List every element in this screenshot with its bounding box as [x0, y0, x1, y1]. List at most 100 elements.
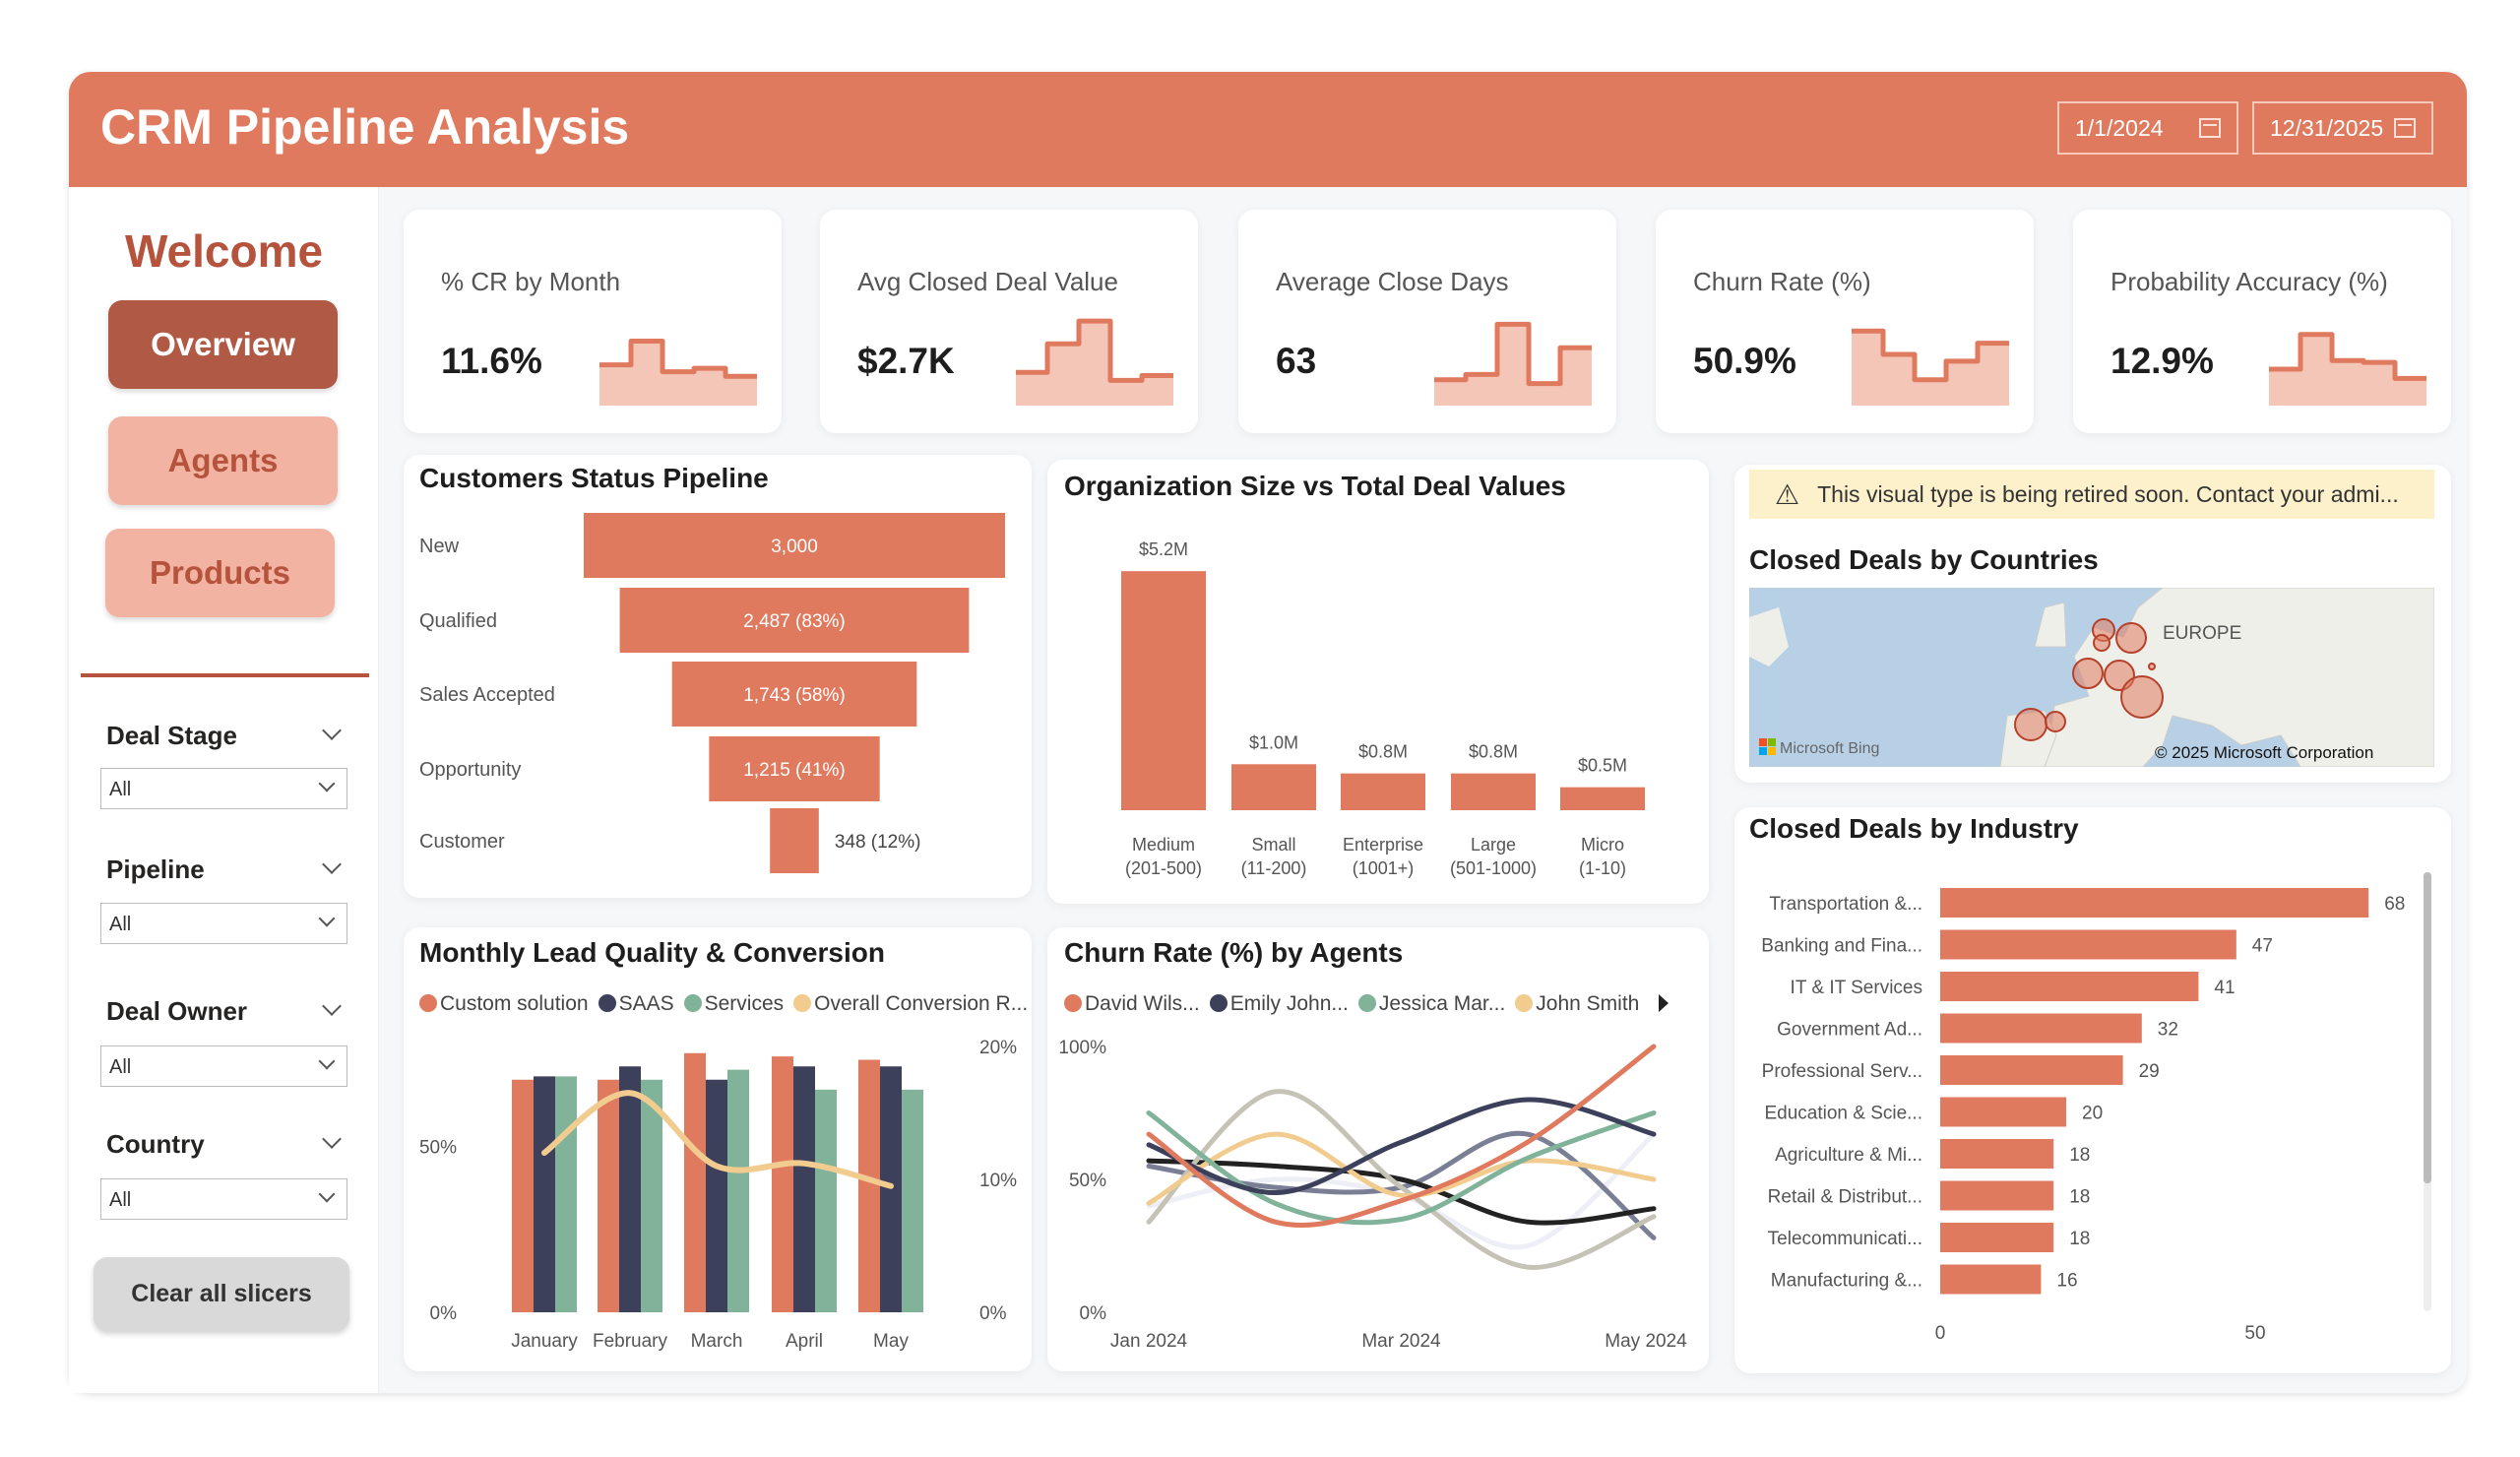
- legend-dot: [1209, 994, 1228, 1012]
- legend-item[interactable]: Jessica Mar...: [1357, 992, 1505, 1016]
- conversion-rate-line: [541, 1090, 894, 1189]
- category-label: Small: [1251, 835, 1295, 855]
- bar-saas: [706, 1079, 727, 1312]
- deal-stage-dropdown[interactable]: All: [100, 768, 347, 809]
- funnel-value-label: 1,743 (58%): [743, 685, 846, 706]
- industry-bar: [1940, 1264, 2042, 1295]
- end-date-picker[interactable]: 12/31/2025: [2252, 101, 2433, 155]
- agent-churn-line: [1146, 1110, 1657, 1226]
- bar-services: [902, 1089, 923, 1312]
- legend-label: Overall Conversion R...: [814, 992, 1029, 1015]
- country-bubble: [2148, 663, 2156, 670]
- map-land-greenland: [1749, 607, 1789, 666]
- legend-item[interactable]: Custom solution: [419, 992, 589, 1016]
- chevron-down-icon: [318, 1185, 336, 1203]
- deal-owner-dropdown[interactable]: All: [100, 1045, 347, 1087]
- bar-saas: [619, 1066, 641, 1312]
- pipeline-dropdown[interactable]: All: [100, 903, 347, 944]
- warning-text: This visual type is being retired soon. …: [1817, 480, 2399, 507]
- org-size-bar: [1231, 764, 1316, 810]
- kpi-value: 63: [1276, 341, 1317, 381]
- scrollbar-thumb[interactable]: [2424, 872, 2431, 1183]
- legend-item[interactable]: John Smith: [1515, 992, 1639, 1016]
- legend-dot: [598, 994, 616, 1012]
- funnel-bar: [584, 513, 1005, 578]
- funnel-bar: [770, 808, 819, 873]
- nav-overview-button[interactable]: Overview: [108, 300, 338, 389]
- kpi-title: Churn Rate (%): [1693, 267, 1871, 296]
- chevron-down-icon: [318, 910, 336, 927]
- x-tick-label: 0: [1935, 1323, 1946, 1344]
- y-right-tick-label: 10%: [979, 1171, 1017, 1191]
- start-date-picker[interactable]: 1/1/2024: [2057, 101, 2238, 155]
- y-right-tick-label: 0%: [979, 1303, 1007, 1324]
- y-right-tick-label: 20%: [979, 1038, 1017, 1058]
- org-size-bar: [1341, 773, 1425, 810]
- category-label-sub: (201-500): [1125, 858, 1202, 878]
- industry-bar: [1940, 1013, 2142, 1044]
- country-bubble: [2115, 622, 2147, 654]
- legend-item[interactable]: David Wils...: [1064, 992, 1200, 1016]
- start-date-value: 1/1/2024: [2075, 114, 2164, 141]
- category-label-sub: (1001+): [1353, 858, 1415, 878]
- funnel-value-label: 2,487 (83%): [743, 611, 846, 632]
- agent-churn-line: [1146, 1158, 1657, 1226]
- bar-custom-solution: [772, 1056, 793, 1312]
- x-tick-label: 50: [2244, 1323, 2265, 1344]
- industry-bar: [1940, 929, 2236, 960]
- sparkline-area: [1852, 331, 2009, 406]
- legend-label: David Wils...: [1085, 992, 1200, 1015]
- funnel-chart: New 3,000 Qualified 2,487 (83%) Sales Accept…: [419, 513, 1005, 873]
- funnel-value-label: 348 (12%): [835, 832, 921, 853]
- monthly-title: Monthly Lead Quality & Conversion: [419, 937, 885, 968]
- industry-label: Retail & Distribut...: [1768, 1187, 1922, 1208]
- funnel-bar: [619, 588, 970, 653]
- sparkline-line: [2269, 332, 2426, 381]
- legend-label: John Smith: [1536, 992, 1640, 1015]
- sparkline-area: [2269, 334, 2426, 406]
- y-tick-label: 0%: [1080, 1303, 1107, 1324]
- legend-item[interactable]: SAAS: [598, 992, 674, 1016]
- x-tick-label: March: [691, 1331, 743, 1352]
- calendar-icon[interactable]: [2199, 118, 2221, 138]
- y-tick-label: 50%: [1069, 1171, 1106, 1191]
- bar-value-label: $0.8M: [1358, 742, 1408, 762]
- industry-label: Telecommunicati...: [1768, 1229, 1922, 1249]
- nav-agents-button[interactable]: Agents: [108, 416, 338, 505]
- category-label: Large: [1471, 835, 1516, 855]
- x-tick-label: February: [593, 1331, 668, 1352]
- industry-label: IT & IT Services: [1791, 978, 1922, 998]
- legend-item[interactable]: Services: [683, 992, 784, 1016]
- funnel-title: Customers Status Pipeline: [419, 463, 769, 493]
- calendar-icon[interactable]: [2394, 118, 2416, 138]
- bar-value-label: $0.5M: [1578, 756, 1627, 776]
- x-tick-label: May 2024: [1605, 1331, 1687, 1352]
- industry-label: Education & Scie...: [1764, 1104, 1922, 1124]
- bar-saas: [880, 1066, 902, 1312]
- funnel-value-label: 1,215 (41%): [743, 760, 846, 781]
- chevron-down-icon: [318, 1052, 336, 1070]
- org-size-bar: [1451, 773, 1536, 810]
- bar-services: [727, 1069, 749, 1312]
- sidebar-divider: [81, 673, 369, 677]
- x-tick-label: January: [511, 1331, 578, 1352]
- bar-value-label: 68: [2384, 894, 2405, 915]
- end-date-value: 12/31/2025: [2270, 114, 2384, 141]
- europe-map[interactable]: EUROPE Microsoft Bing © 2025 Microsoft C…: [1749, 588, 2434, 767]
- map-region-label: EUROPE: [2163, 623, 2241, 644]
- map-title: Closed Deals by Countries: [1749, 544, 2099, 575]
- nav-products-button[interactable]: Products: [105, 529, 335, 617]
- legend-item[interactable]: Overall Conversion R...: [793, 992, 1028, 1016]
- slicer-deal-owner-label: Deal Owner: [106, 996, 248, 1026]
- category-label: Enterprise: [1343, 835, 1423, 855]
- legend-item[interactable]: Emily John...: [1209, 992, 1349, 1016]
- churn-line-chart: 0% 50% 100% Jan 2024 Mar 2024 May 2024: [1058, 1038, 1687, 1352]
- warning-icon: ⚠: [1775, 478, 1800, 510]
- country-dropdown[interactable]: All: [100, 1178, 347, 1220]
- bar-value-label: 18: [2069, 1229, 2090, 1249]
- country-bubble: [2072, 658, 2104, 689]
- industry-bar: [1940, 972, 2199, 1001]
- legend-next-arrow-icon[interactable]: [1659, 994, 1669, 1012]
- clear-all-slicers-button[interactable]: Clear all slicers: [94, 1257, 349, 1331]
- microsoft-logo-icon: [1759, 747, 1767, 755]
